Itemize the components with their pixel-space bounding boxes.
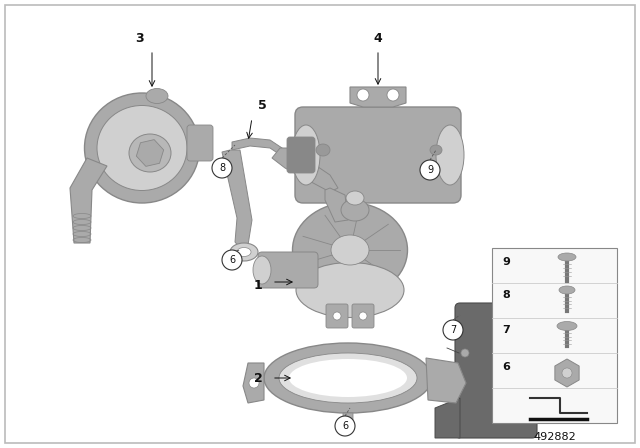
Circle shape: [461, 349, 469, 357]
Ellipse shape: [331, 235, 369, 265]
Circle shape: [357, 89, 369, 101]
Ellipse shape: [559, 286, 575, 294]
Text: 1: 1: [253, 279, 262, 292]
Circle shape: [333, 312, 341, 320]
Ellipse shape: [558, 253, 576, 261]
Ellipse shape: [146, 89, 168, 103]
Circle shape: [212, 158, 232, 178]
Ellipse shape: [230, 243, 258, 261]
Text: 6: 6: [342, 421, 348, 431]
Ellipse shape: [97, 105, 187, 190]
Text: 492882: 492882: [533, 432, 576, 442]
Circle shape: [335, 416, 355, 436]
FancyBboxPatch shape: [492, 248, 617, 423]
FancyBboxPatch shape: [5, 5, 635, 443]
Text: 6: 6: [229, 255, 235, 265]
Ellipse shape: [264, 343, 432, 413]
Text: 8: 8: [219, 163, 225, 173]
Polygon shape: [232, 138, 285, 158]
Ellipse shape: [292, 125, 320, 185]
FancyBboxPatch shape: [187, 125, 213, 161]
FancyBboxPatch shape: [287, 137, 315, 173]
FancyBboxPatch shape: [352, 304, 374, 328]
Circle shape: [249, 378, 259, 388]
Circle shape: [562, 368, 572, 378]
Ellipse shape: [296, 263, 404, 318]
Text: 8: 8: [502, 290, 509, 300]
FancyBboxPatch shape: [295, 107, 461, 203]
Text: 9: 9: [427, 165, 433, 175]
FancyBboxPatch shape: [326, 304, 348, 328]
Polygon shape: [222, 150, 252, 248]
Ellipse shape: [341, 199, 369, 221]
Circle shape: [222, 250, 242, 270]
Circle shape: [443, 320, 463, 340]
Ellipse shape: [253, 256, 271, 284]
Polygon shape: [272, 148, 338, 192]
Text: 3: 3: [136, 31, 144, 44]
Text: 9: 9: [502, 257, 510, 267]
Ellipse shape: [430, 145, 442, 155]
Polygon shape: [70, 158, 107, 243]
Polygon shape: [325, 188, 348, 222]
Text: 4: 4: [374, 31, 382, 44]
Text: 7: 7: [502, 325, 509, 335]
Ellipse shape: [292, 202, 408, 297]
Circle shape: [387, 89, 399, 101]
Circle shape: [420, 160, 440, 180]
Polygon shape: [343, 413, 353, 433]
Text: 5: 5: [258, 99, 266, 112]
Ellipse shape: [84, 93, 200, 203]
Ellipse shape: [289, 359, 407, 397]
Text: 7: 7: [450, 325, 456, 335]
Polygon shape: [243, 363, 264, 403]
Text: 2: 2: [253, 371, 262, 384]
FancyBboxPatch shape: [455, 303, 537, 438]
Ellipse shape: [316, 144, 330, 156]
Ellipse shape: [237, 247, 251, 257]
Ellipse shape: [129, 134, 171, 172]
Ellipse shape: [279, 353, 417, 403]
Ellipse shape: [436, 125, 464, 185]
FancyBboxPatch shape: [258, 252, 318, 288]
Polygon shape: [435, 398, 460, 438]
Polygon shape: [426, 358, 466, 403]
Circle shape: [359, 312, 367, 320]
Ellipse shape: [346, 191, 364, 205]
Polygon shape: [350, 87, 406, 107]
Text: 6: 6: [502, 362, 510, 372]
Ellipse shape: [557, 322, 577, 331]
